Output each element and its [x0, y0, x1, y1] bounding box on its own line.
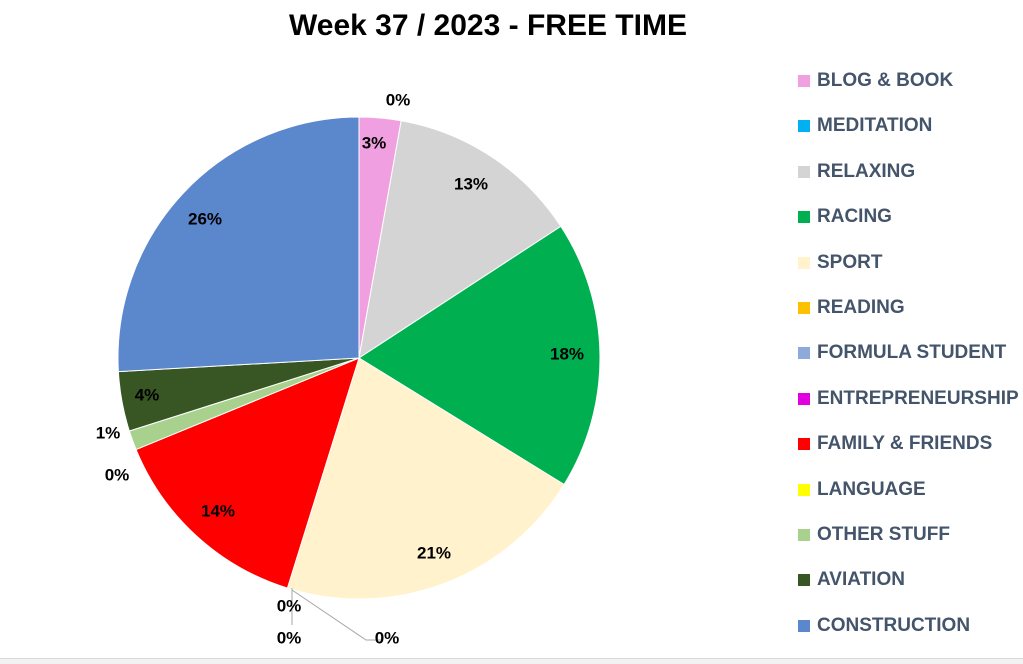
legend-label: FAMILY & FRIENDS — [817, 433, 993, 455]
legend-item: ENTREPRENEURSHIP — [798, 386, 1019, 412]
leader-line — [291, 589, 383, 641]
legend-label: BLOG & BOOK — [817, 70, 954, 91]
legend-swatch — [798, 347, 810, 360]
legend-swatch — [798, 438, 810, 451]
legend-label: RACING — [817, 206, 892, 228]
legend-label: OTHER STUFF — [817, 524, 950, 545]
data-label-formula-student: 0% — [375, 628, 400, 647]
bottom-strip — [0, 659, 1023, 664]
legend-label: FORMULA STUDENT — [817, 342, 1007, 364]
legend-item: LANGUAGE — [798, 477, 926, 503]
pie-slice-family-friends — [135, 357, 360, 589]
data-label-family-friends: 14% — [201, 501, 235, 520]
pie-slice-racing — [358, 225, 601, 486]
legend-item: OTHER STUFF — [798, 522, 950, 548]
data-label-language: 0% — [105, 465, 130, 484]
data-label-construction: 26% — [188, 209, 222, 228]
legend-swatch — [798, 256, 810, 269]
legend-swatch — [798, 211, 810, 224]
legend-swatch — [798, 120, 810, 133]
data-label-sport: 21% — [417, 543, 451, 562]
legend-label: ENTREPRENEURSHIP — [817, 387, 1019, 409]
legend-swatch — [798, 392, 810, 405]
data-label-reading: 0% — [277, 628, 302, 647]
data-label-blog-book: 3% — [362, 133, 387, 152]
pie-slice-relaxing — [358, 120, 562, 360]
legend-item: SPORT — [798, 250, 882, 276]
pie-slice-construction — [117, 116, 360, 373]
legend-swatch — [798, 165, 810, 178]
legend-swatch — [798, 483, 810, 496]
data-label-meditation: 0% — [386, 90, 411, 109]
data-label-relaxing: 13% — [454, 174, 488, 193]
legend-swatch — [798, 75, 810, 87]
legend-label: RELAXING — [817, 160, 916, 182]
legend-item: BLOG & BOOK — [798, 68, 953, 94]
legend-item: FAMILY & FRIENDS — [798, 431, 992, 457]
legend-item: CONSTRUCTION — [798, 613, 970, 639]
legend-label: LANGUAGE — [817, 478, 926, 500]
chart-title: Week 37 / 2023 - FREE TIME — [289, 9, 687, 42]
pie-slice-sport — [286, 357, 565, 600]
legend-label: MEDITATION — [817, 115, 933, 137]
legend-item: RELAXING — [798, 159, 915, 185]
legend-label: READING — [817, 297, 905, 318]
legend-label: CONSTRUCTION — [817, 614, 971, 636]
legend-item: AVIATION — [798, 567, 905, 593]
data-label-entrepreneurship: 0% — [277, 596, 302, 615]
legend-swatch — [798, 529, 810, 541]
legend-label: SPORT — [817, 251, 883, 273]
legend-swatch — [798, 619, 810, 632]
legend-item: FORMULA STUDENT — [798, 340, 1006, 366]
legend-swatch — [798, 574, 810, 587]
data-label-aviation: 4% — [135, 385, 160, 404]
legend-swatch — [798, 302, 810, 314]
legend-label: AVIATION — [817, 569, 905, 591]
legend-item: RACING — [798, 204, 892, 230]
data-label-racing: 18% — [550, 344, 584, 363]
legend-item: READING — [798, 295, 905, 321]
data-label-other-stuff: 1% — [96, 423, 121, 442]
legend-item: MEDITATION — [798, 113, 932, 139]
